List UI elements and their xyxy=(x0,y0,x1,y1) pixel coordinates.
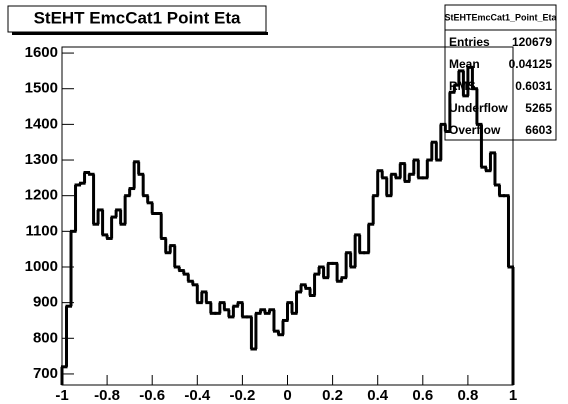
y-tick-label: 1200 xyxy=(25,187,58,204)
stats-label: Underflow xyxy=(449,101,508,115)
stats-value: 5265 xyxy=(525,101,552,115)
x-tick-label: 1 xyxy=(509,387,517,404)
stats-label: Mean xyxy=(449,57,480,71)
title-box xyxy=(7,5,267,33)
stats-box xyxy=(444,4,557,141)
x-tick-label: 0.8 xyxy=(457,387,478,404)
y-tick-label: 1100 xyxy=(25,222,58,239)
y-tick-label: 900 xyxy=(33,294,58,311)
x-tick-label: -1 xyxy=(55,387,68,404)
stats-label: Entries xyxy=(449,35,490,49)
y-tick-label: 1500 xyxy=(25,80,58,97)
x-tick-label: 0.6 xyxy=(412,387,433,404)
x-tick-label: -0.4 xyxy=(184,387,211,404)
x-tick-label: 0 xyxy=(283,387,291,404)
stats-value: 0.6031 xyxy=(515,79,552,93)
y-tick-label: 700 xyxy=(33,365,58,382)
x-tick-label: -0.2 xyxy=(229,387,255,404)
x-tick-label: 0.2 xyxy=(322,387,343,404)
chart-title: StEHT EmcCat1 Point Eta xyxy=(34,8,241,27)
x-tick-label: -0.8 xyxy=(94,387,120,404)
y-tick-label: 1300 xyxy=(25,151,58,168)
stats-value: 0.04125 xyxy=(509,57,553,71)
y-tick-label: 800 xyxy=(33,329,58,346)
stats-value: 120679 xyxy=(512,35,552,49)
x-tick-label: -0.6 xyxy=(139,387,165,404)
y-tick-label: 1000 xyxy=(25,258,58,275)
stats-title: StEHTEmcCat1_Point_Eta xyxy=(444,12,557,22)
stats-label: Overflow xyxy=(449,123,501,137)
y-tick-label: 1400 xyxy=(25,115,58,132)
stats-value: 6603 xyxy=(525,123,552,137)
x-tick-label: 0.4 xyxy=(367,387,389,404)
stats-label: RMS xyxy=(449,79,476,93)
y-tick-label: 1600 xyxy=(25,44,58,61)
title-shadow xyxy=(12,32,268,35)
